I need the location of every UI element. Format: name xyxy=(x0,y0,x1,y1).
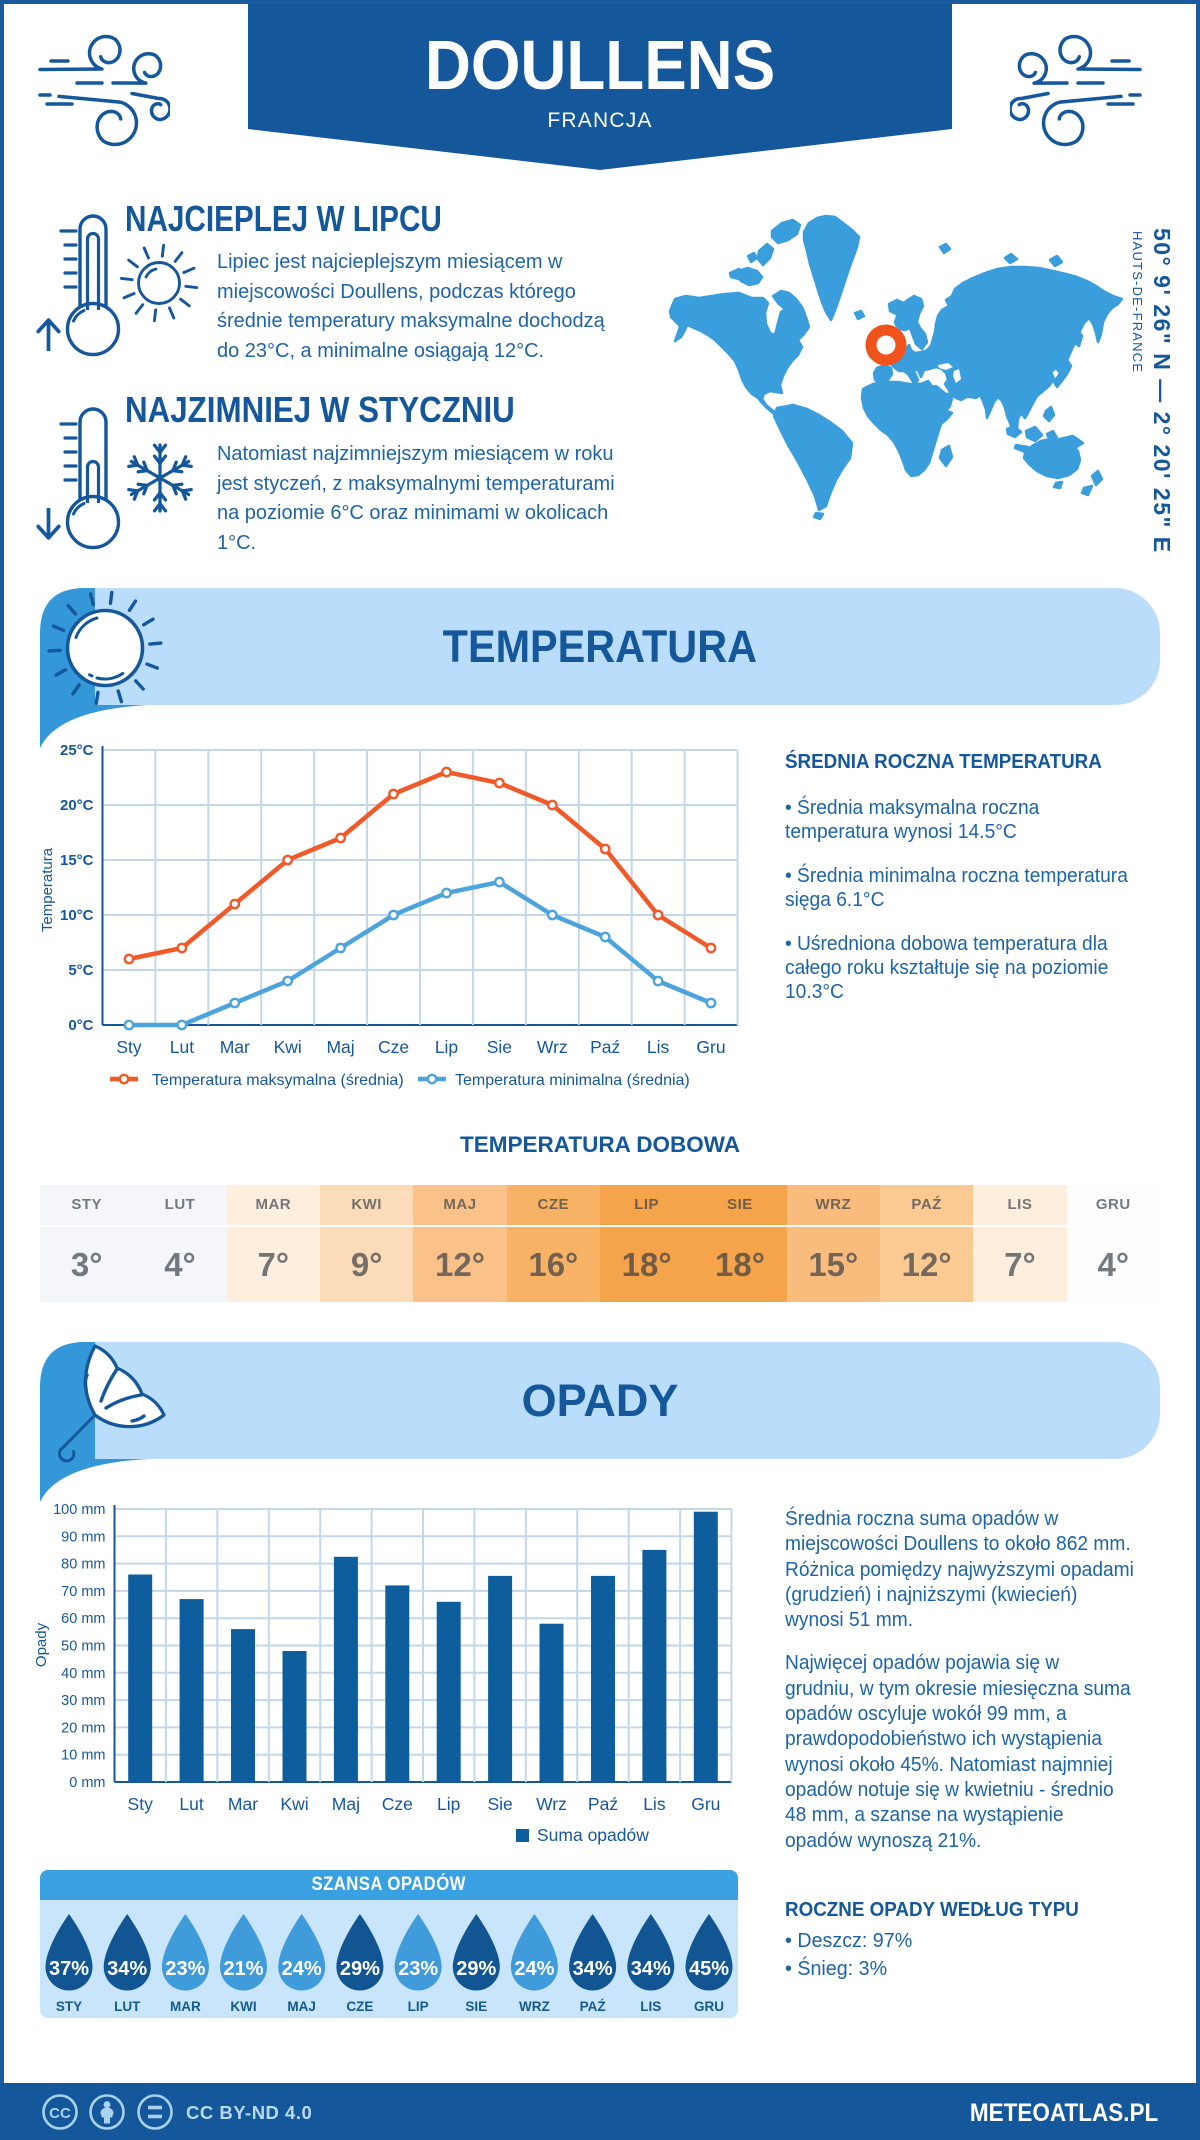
svg-text:WRZ: WRZ xyxy=(519,1999,550,2014)
svg-text:60 mm: 60 mm xyxy=(61,1611,105,1627)
svg-text:Sty: Sty xyxy=(116,1037,142,1057)
svg-text:Lis: Lis xyxy=(647,1037,670,1057)
svg-text:Wrz: Wrz xyxy=(536,1794,567,1814)
svg-text:5°C: 5°C xyxy=(68,962,93,979)
svg-text:LIP: LIP xyxy=(408,1999,429,2014)
svg-text:29%: 29% xyxy=(340,1958,380,1980)
svg-text:90 mm: 90 mm xyxy=(61,1529,105,1545)
svg-text:Maj: Maj xyxy=(326,1037,354,1057)
svg-text:STY: STY xyxy=(56,1999,82,2014)
svg-text:MAR: MAR xyxy=(170,1999,201,2014)
svg-text:Temperatura maksymalna (średni: Temperatura maksymalna (średnia) xyxy=(152,1072,404,1089)
svg-text:GRU: GRU xyxy=(694,1999,724,2014)
svg-text:Sie: Sie xyxy=(487,1794,512,1814)
svg-text:34%: 34% xyxy=(107,1958,147,1980)
svg-text:50 mm: 50 mm xyxy=(61,1639,105,1655)
svg-text:CZE: CZE xyxy=(346,1999,373,2014)
svg-text:29%: 29% xyxy=(456,1958,496,1980)
svg-text:Kwi: Kwi xyxy=(280,1794,308,1814)
svg-text:100 mm: 100 mm xyxy=(53,1502,105,1518)
svg-text:Cze: Cze xyxy=(382,1794,413,1814)
svg-text:30 mm: 30 mm xyxy=(61,1693,105,1709)
svg-text:Paź: Paź xyxy=(590,1037,620,1057)
svg-text:0 mm: 0 mm xyxy=(69,1775,105,1791)
svg-text:25°C: 25°C xyxy=(60,742,94,759)
svg-text:34%: 34% xyxy=(631,1958,671,1980)
svg-text:LIS: LIS xyxy=(640,1999,661,2014)
svg-text:Cze: Cze xyxy=(378,1037,409,1057)
svg-text:24%: 24% xyxy=(514,1958,554,1980)
svg-text:40 mm: 40 mm xyxy=(61,1666,105,1682)
svg-text:Kwi: Kwi xyxy=(274,1037,302,1057)
svg-text:KWI: KWI xyxy=(230,1999,256,2014)
svg-text:34%: 34% xyxy=(573,1958,613,1980)
svg-text:Wrz: Wrz xyxy=(537,1037,568,1057)
svg-text:80 mm: 80 mm xyxy=(61,1557,105,1573)
svg-text:Gru: Gru xyxy=(696,1037,725,1057)
svg-text:Temperatura minimalna (średnia: Temperatura minimalna (średnia) xyxy=(455,1072,690,1089)
svg-text:MAJ: MAJ xyxy=(287,1999,316,2014)
svg-text:Mar: Mar xyxy=(228,1794,258,1814)
svg-text:20 mm: 20 mm xyxy=(61,1720,105,1736)
svg-text:Lip: Lip xyxy=(437,1794,460,1814)
svg-text:CC: CC xyxy=(49,2105,71,2122)
svg-text:Sty: Sty xyxy=(128,1794,154,1814)
svg-text:Mar: Mar xyxy=(220,1037,250,1057)
svg-text:Lis: Lis xyxy=(643,1794,666,1814)
svg-text:SIE: SIE xyxy=(465,1999,487,2014)
svg-text:10 mm: 10 mm xyxy=(61,1748,105,1764)
svg-text:70 mm: 70 mm xyxy=(61,1584,105,1600)
svg-text:45%: 45% xyxy=(689,1958,729,1980)
svg-text:Maj: Maj xyxy=(332,1794,360,1814)
svg-text:15°C: 15°C xyxy=(60,852,94,869)
svg-text:Lut: Lut xyxy=(179,1794,203,1814)
svg-text:Suma opadów: Suma opadów xyxy=(537,1825,649,1845)
svg-text:Lut: Lut xyxy=(170,1037,194,1057)
svg-text:10°C: 10°C xyxy=(60,907,94,924)
svg-text:21%: 21% xyxy=(223,1958,263,1980)
svg-text:37%: 37% xyxy=(49,1958,89,1980)
svg-text:24%: 24% xyxy=(282,1958,322,1980)
svg-text:Sie: Sie xyxy=(487,1037,512,1057)
svg-text:Temperatura: Temperatura xyxy=(40,847,56,932)
svg-text:Paź: Paź xyxy=(588,1794,618,1814)
svg-text:PAŹ: PAŹ xyxy=(580,1999,606,2014)
svg-text:LUT: LUT xyxy=(114,1999,141,2014)
svg-text:Gru: Gru xyxy=(691,1794,720,1814)
svg-text:23%: 23% xyxy=(165,1958,205,1980)
svg-text:Lip: Lip xyxy=(435,1037,458,1057)
svg-text:0°C: 0°C xyxy=(68,1017,93,1034)
svg-text:23%: 23% xyxy=(398,1958,438,1980)
svg-text:Opady: Opady xyxy=(33,1622,50,1667)
svg-text:20°C: 20°C xyxy=(60,797,94,814)
